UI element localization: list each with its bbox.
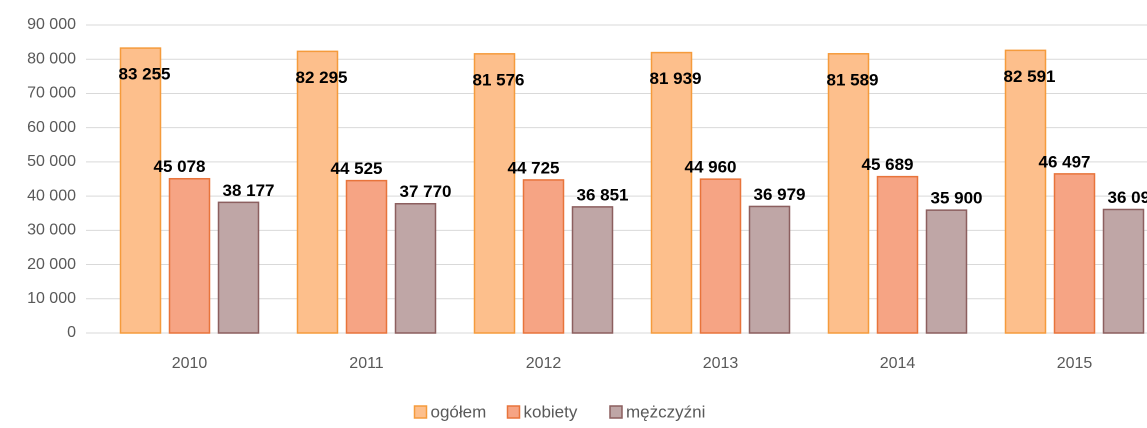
x-tick-label: 2011 <box>349 355 384 372</box>
value-label: 82 591 <box>1004 67 1056 86</box>
value-label: 82 295 <box>296 68 348 87</box>
bar <box>925 209 968 334</box>
bar <box>650 51 693 334</box>
bar <box>876 175 919 334</box>
bar <box>394 202 437 334</box>
bar <box>699 178 742 334</box>
bar <box>748 205 791 334</box>
x-tick-label: 2010 <box>172 355 208 372</box>
y-tick-label: 80 000 <box>27 50 76 67</box>
value-label: 44 525 <box>331 159 383 178</box>
y-tick-label: 40 000 <box>27 187 76 204</box>
value-label: 83 255 <box>119 65 171 84</box>
y-tick-label: 20 000 <box>27 256 76 273</box>
x-tick-label: 2012 <box>526 355 562 372</box>
bar <box>827 53 870 334</box>
bar <box>473 53 516 334</box>
bar <box>1053 173 1096 334</box>
y-tick-label: 70 000 <box>27 85 76 102</box>
legend-label: kobiety <box>524 402 578 421</box>
legend-swatch <box>413 405 428 419</box>
value-label: 45 078 <box>154 157 206 176</box>
value-label: 81 939 <box>650 69 702 88</box>
value-label: 44 725 <box>508 158 560 177</box>
value-label: 36 094 <box>1108 188 1147 207</box>
y-tick-label: 50 000 <box>27 153 76 170</box>
value-label: 44 960 <box>685 158 737 177</box>
legend-swatch <box>609 405 623 419</box>
value-label: 46 497 <box>1039 152 1091 171</box>
y-tick-label: 90 000 <box>27 16 76 33</box>
value-label: 36 851 <box>577 185 629 204</box>
bar <box>1004 49 1047 334</box>
bar <box>571 206 614 334</box>
legend-swatch <box>506 405 521 419</box>
y-tick-label: 30 000 <box>27 222 76 239</box>
bar <box>522 179 565 334</box>
bar <box>119 47 162 334</box>
value-label: 37 770 <box>400 182 452 201</box>
x-tick-label: 2013 <box>703 355 739 372</box>
bar <box>217 201 260 334</box>
y-tick-label: 60 000 <box>27 119 76 136</box>
x-tick-label: 2015 <box>1057 355 1093 372</box>
value-label: 81 576 <box>473 70 525 89</box>
legend: ogółem kobiety mężczyźni <box>413 402 705 421</box>
legend-label: ogółem <box>431 402 487 421</box>
legend-label: mężczyźni <box>626 402 705 421</box>
y-tick-label: 0 <box>67 324 76 341</box>
bar <box>296 50 339 334</box>
value-label: 81 589 <box>827 70 879 89</box>
bar <box>345 179 388 334</box>
value-label: 35 900 <box>931 189 983 208</box>
value-label: 38 177 <box>223 181 275 200</box>
x-tick-label: 2014 <box>880 355 916 372</box>
value-label: 45 689 <box>862 155 914 174</box>
y-tick-label: 10 000 <box>27 290 76 307</box>
bar <box>1102 208 1145 334</box>
value-label: 36 979 <box>754 185 806 204</box>
bar <box>168 177 211 334</box>
